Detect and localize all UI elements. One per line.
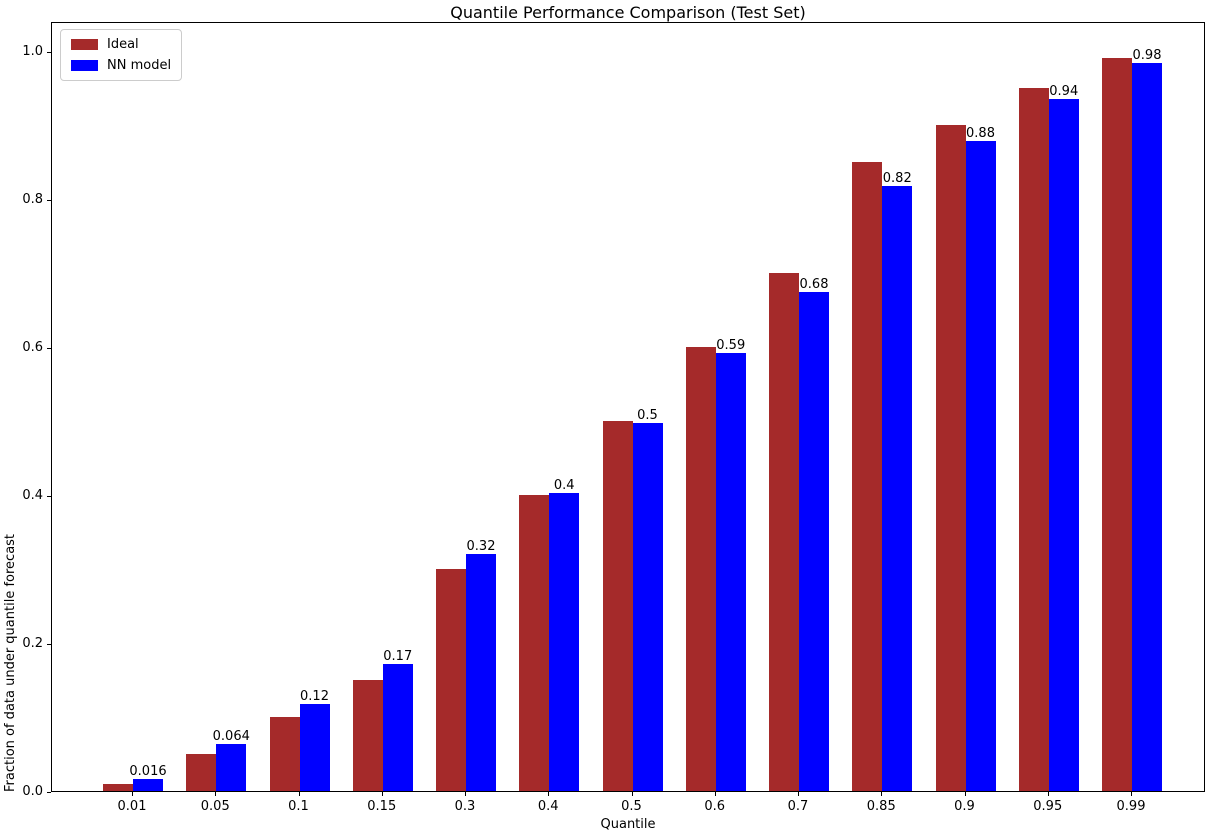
x-tick-mark — [298, 792, 300, 796]
x-tick-label-0.85: 0.85 — [866, 799, 896, 814]
bar-ideal-0.85 — [852, 162, 883, 791]
bar-value-label-0.9: 0.88 — [966, 126, 995, 142]
legend-swatch-ideal — [71, 39, 98, 50]
bar-value-label-0.99: 0.98 — [1132, 47, 1162, 63]
legend-item-ideal: Ideal — [71, 37, 171, 52]
x-tick-mark — [381, 792, 383, 796]
bar-nn-model-0.5 — [632, 423, 663, 791]
bar-value-label-0.15: 0.17 — [383, 649, 413, 665]
bar-nn-model-0.1 — [299, 704, 330, 791]
bar-ideal-0.6 — [685, 347, 716, 791]
y-tick-label-1.0: 1.0 — [22, 44, 43, 59]
bar-nn-model-0.99 — [1132, 62, 1162, 791]
y-tick-mark — [47, 644, 51, 645]
x-tick-label-0.15: 0.15 — [367, 799, 397, 814]
x-tick-mark — [964, 792, 966, 796]
y-tick-label-0.2: 0.2 — [22, 636, 43, 651]
legend: Ideal NN model — [60, 29, 183, 81]
bar-ideal-0.3 — [436, 569, 466, 791]
bar-value-label-0.1: 0.12 — [300, 689, 329, 705]
bar-ideal-0.15 — [352, 680, 383, 791]
x-tick-label-0.3: 0.3 — [454, 799, 476, 814]
y-tick-label-0.0: 0.0 — [22, 784, 43, 799]
bar-value-label-0.5: 0.5 — [637, 408, 658, 424]
y-tick-mark — [47, 52, 51, 53]
bar-ideal-0.95 — [1018, 88, 1049, 791]
bar-nn-model-0.05 — [216, 743, 247, 791]
bar-ideal-0.99 — [1102, 58, 1132, 791]
bar-value-label-0.95: 0.94 — [1049, 84, 1079, 100]
y-tick-mark — [47, 348, 51, 349]
y-tick-mark — [47, 496, 51, 497]
bar-ideal-0.7 — [769, 273, 799, 791]
x-tick-mark — [631, 792, 633, 796]
bar-value-label-0.7: 0.68 — [799, 276, 829, 292]
legend-item-nn-model: NN model — [71, 58, 171, 73]
y-tick-label-0.8: 0.8 — [22, 192, 43, 207]
x-tick-mark — [798, 792, 799, 796]
x-tick-mark — [1047, 792, 1049, 796]
x-tick-mark — [881, 792, 883, 796]
x-tick-label-0.1: 0.1 — [288, 799, 309, 814]
x-tick-label-0.95: 0.95 — [1033, 799, 1063, 814]
bar-nn-model-0.3 — [466, 554, 496, 791]
x-tick-label-0.4: 0.4 — [537, 799, 559, 814]
x-tick-label-0.99: 0.99 — [1116, 799, 1146, 814]
plot-area: Ideal NN model 0.016 0.064 0.12 0.17 0.32 0.4 0… — [51, 22, 1205, 792]
bar-value-label-0.6: 0.59 — [716, 337, 746, 353]
x-tick-mark — [714, 792, 716, 796]
y-tick-label-0.6: 0.6 — [22, 340, 43, 355]
x-tick-label-0.6: 0.6 — [704, 799, 726, 814]
bar-nn-model-0.9 — [965, 141, 996, 791]
x-tick-label-0.7: 0.7 — [787, 799, 809, 814]
bar-value-label-0.4: 0.4 — [553, 477, 575, 493]
x-tick-mark — [465, 792, 466, 796]
x-tick-mark — [1131, 792, 1132, 796]
bar-ideal-0.4 — [519, 495, 550, 791]
bar-nn-model-0.01 — [133, 779, 163, 791]
x-tick-mark — [132, 792, 133, 796]
legend-label: Ideal — [107, 37, 139, 52]
bar-value-label-0.85: 0.82 — [882, 170, 912, 186]
legend-label: NN model — [107, 58, 172, 73]
x-tick-label-0.05: 0.05 — [200, 799, 230, 814]
bar-ideal-0.9 — [935, 125, 966, 791]
bar-value-label-0.01: 0.016 — [129, 764, 167, 780]
x-tick-mark — [215, 792, 217, 796]
x-tick-label-0.5: 0.5 — [621, 799, 642, 814]
x-tick-label-0.9: 0.9 — [954, 799, 975, 814]
bar-ideal-0.1 — [269, 717, 300, 791]
x-tick-label-0.01: 0.01 — [117, 799, 147, 814]
x-tick-mark — [548, 792, 550, 796]
bar-nn-model-0.6 — [715, 352, 746, 791]
y-axis-label: Fraction of data under quantile forecast — [3, 533, 18, 792]
bar-nn-model-0.15 — [382, 664, 413, 791]
chart-title: Quantile Performance Comparison (Test Se… — [450, 3, 806, 22]
bar-ideal-0.5 — [602, 421, 633, 791]
y-tick-mark — [47, 792, 51, 793]
bar-value-label-0.05: 0.064 — [212, 728, 250, 744]
bar-ideal-0.01 — [103, 783, 133, 791]
bar-nn-model-0.7 — [799, 291, 829, 791]
bar-nn-model-0.85 — [882, 185, 913, 791]
bar-nn-model-0.4 — [549, 492, 580, 791]
legend-swatch-nn-model — [71, 60, 98, 71]
bar-value-label-0.3: 0.32 — [466, 539, 496, 555]
x-axis-label: Quantile — [600, 817, 656, 832]
y-tick-mark — [47, 200, 51, 201]
bar-ideal-0.05 — [186, 754, 217, 791]
bar-nn-model-0.95 — [1048, 99, 1079, 791]
y-tick-label-0.4: 0.4 — [22, 488, 43, 503]
